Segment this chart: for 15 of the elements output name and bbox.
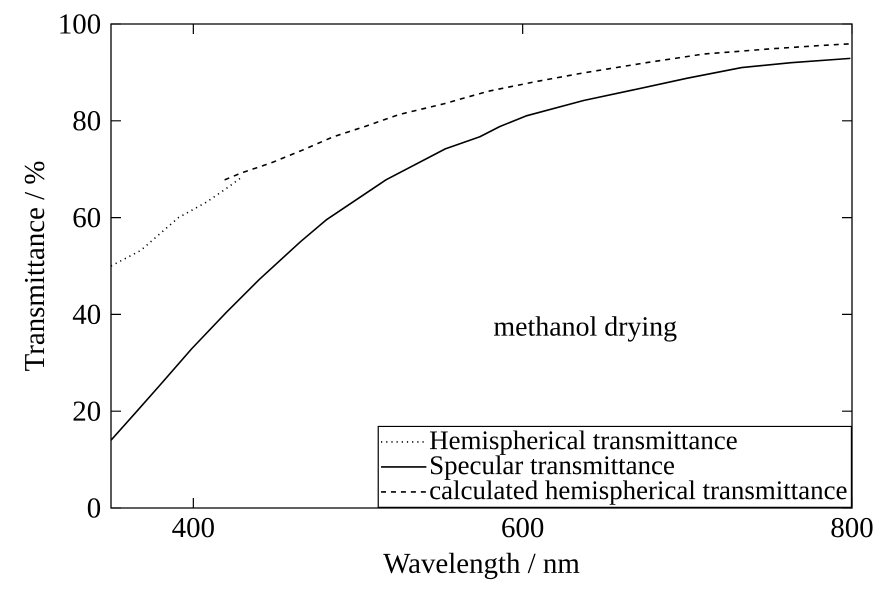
x-tick-label: 800 <box>831 518 873 538</box>
y-tick-label: 80 <box>73 111 100 131</box>
y-tick-label: 20 <box>74 401 100 421</box>
y-tick-label: 0 <box>88 498 100 518</box>
x-tick-label: 600 <box>502 518 544 538</box>
y-tick-label: 40 <box>72 304 100 324</box>
y-tick-label: 60 <box>74 208 100 228</box>
x-tick-label: 400 <box>172 518 214 538</box>
legend-label: Hemispherical transmittance <box>430 430 737 455</box>
x-axis-title: Wavelength / nm <box>383 552 580 580</box>
y-axis-title: Transmittance / % <box>24 162 44 371</box>
legend-label: Specular transmittance <box>430 455 674 480</box>
y-tick-label: 100 <box>60 14 100 34</box>
legend-label: calculated hemispherical transmittance <box>430 480 847 505</box>
annotation: methanol drying <box>494 316 677 342</box>
